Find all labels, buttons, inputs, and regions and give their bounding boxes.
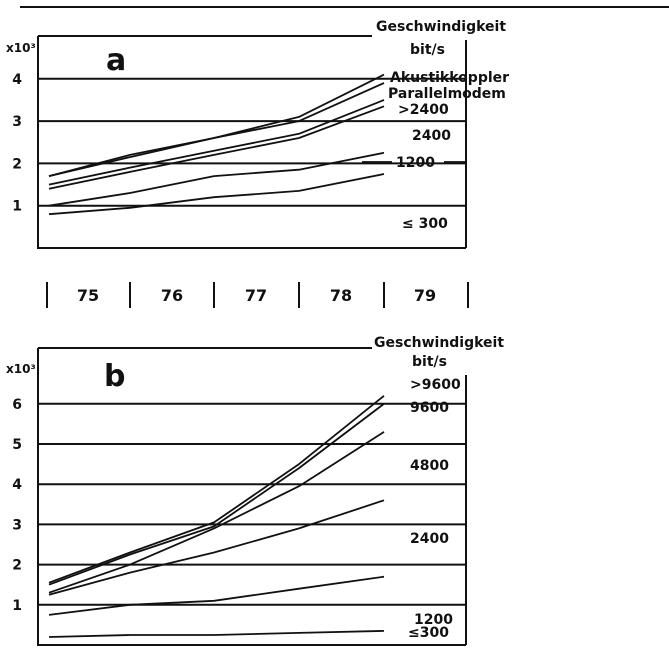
panel-b-series-name: 4800 <box>410 458 449 474</box>
panel-b-multiplier-label: x10³ <box>6 362 36 376</box>
panel-a-series-name: ≤ 300 <box>402 216 448 232</box>
panel-a-y-tick-label: 2 <box>12 156 22 172</box>
panel-a-gridlines <box>38 77 466 207</box>
x-tick-label: 76 <box>161 286 183 305</box>
panel-a-frame <box>37 36 466 249</box>
panel-a-series-name: 2400 <box>412 128 451 144</box>
panel-a-series-name: >2400 <box>398 102 449 118</box>
panel-a-legend-title: Geschwindigkeit <box>376 19 506 35</box>
panel-b-series-name: 9600 <box>410 400 449 416</box>
panel-b-series-names: >9600 9600 4800 2400 1200≤300 <box>408 377 461 641</box>
panel-b-series-line <box>48 575 385 616</box>
panel-b-legend-unit: bit/s <box>412 354 447 370</box>
panel-a-series-line <box>48 105 385 190</box>
panel-b-series-line <box>48 395 385 584</box>
panel-b-letter: b <box>104 359 125 394</box>
panel-b-y-tick-label: 3 <box>12 517 22 533</box>
panel-b-y-tick-label: 2 <box>12 558 22 574</box>
panel-a-series-name: 1200 <box>396 155 435 171</box>
panel-b-series-name: 2400 <box>410 531 449 547</box>
panel-a-y-tick-labels: 1 2 3 4 <box>12 72 22 215</box>
panel-b-y-tick-label: 5 <box>12 437 22 453</box>
x-tick-label: 77 <box>245 286 267 305</box>
panel-a-series-line <box>48 82 385 177</box>
x-axis-years: 75 76 77 78 79 <box>46 282 469 308</box>
panel-b-series-name: >9600 <box>410 377 461 393</box>
x-tick-label: 78 <box>330 286 352 305</box>
x-tick-label: 79 <box>414 286 436 305</box>
panel-b-frame <box>37 348 466 646</box>
panel-b-series-line <box>48 431 385 594</box>
panel-b-series-line <box>48 499 385 596</box>
panel-b-series-name: ≤300 <box>408 625 449 641</box>
panel-b-series-line <box>48 403 385 586</box>
panel-b-series-lines <box>48 395 385 638</box>
panel-a-series-name: Akustikkoppler <box>390 70 509 86</box>
panel-b-y-tick-label: 1 <box>12 598 22 614</box>
panel-b-legend-title: Geschwindigkeit <box>374 335 504 351</box>
panel-a-legend-unit: bit/s <box>410 42 445 58</box>
panel-a-multiplier-label: x10³ <box>6 41 36 55</box>
panel-b-series-name: 1200 <box>414 612 453 628</box>
x-tick-label: 75 <box>77 286 99 305</box>
panel-b-series-line <box>48 630 385 638</box>
panel-a-series-name: Parallelmodem <box>388 86 506 102</box>
panel-a-series-line <box>48 173 385 216</box>
panel-b-gridlines <box>38 402 466 606</box>
panel-b-y-tick-label: 6 <box>12 397 22 413</box>
panel-b-y-tick-label: 4 <box>12 477 22 493</box>
panel-a-series-lines <box>48 73 385 216</box>
panel-a-y-tick-label: 3 <box>12 114 22 130</box>
panel-a-y-tick-label: 1 <box>12 199 22 215</box>
panel-b-y-tick-labels: 1 2 3 4 5 6 <box>12 397 22 614</box>
panel-a-y-tick-label: 4 <box>12 72 22 88</box>
panel-a-letter: a <box>106 43 126 78</box>
panel-a-series-line <box>48 99 385 186</box>
panel-a-series-line <box>48 151 385 207</box>
